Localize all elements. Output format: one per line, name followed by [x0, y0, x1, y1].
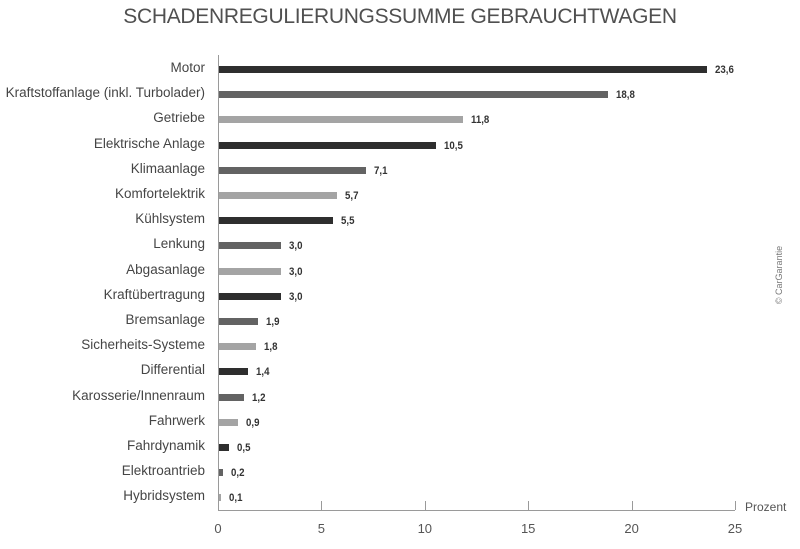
category-label: Differential [140, 362, 205, 378]
bar-value-label: 1,2 [251, 391, 266, 404]
bar-value-label: 3,0 [289, 265, 303, 278]
category-label: Abgasanlage [126, 261, 205, 277]
category-label: Motor [170, 60, 205, 75]
bar-value-label: 1,8 [264, 341, 278, 354]
category-label: Sicherheits-Systeme [81, 337, 205, 353]
x-axis-unit-label: Prozent [745, 500, 787, 514]
x-tick-mark [631, 501, 633, 510]
bar-value-label: 10,5 [444, 139, 463, 152]
bar [219, 418, 238, 426]
bar-value-label: 0,1 [229, 492, 243, 505]
category-label: Fahrwerk [148, 412, 205, 428]
bar [219, 368, 248, 376]
bar [219, 494, 222, 502]
bar [219, 192, 337, 199]
bar [219, 166, 366, 174]
category-label: Klimaanlage [130, 160, 205, 176]
x-tick-mark [735, 501, 736, 510]
bar-value-label: 5,7 [344, 190, 359, 202]
category-label: Fahrdynamik [126, 438, 205, 453]
category-label: Elektroantrieb [121, 463, 205, 479]
bar [219, 141, 437, 149]
category-label: Kraftstoffanlage (inkl. Turbolader) [5, 85, 205, 101]
bar [219, 91, 608, 99]
category-label: Elektrische Anlage [93, 135, 205, 151]
bar [219, 66, 708, 73]
x-axis-line [218, 510, 735, 511]
bar [219, 242, 282, 250]
category-label: Hybridsystem [123, 488, 205, 504]
x-tick-label: 25 [727, 521, 743, 536]
bar [219, 393, 244, 401]
x-tick-label: 10 [417, 521, 433, 536]
category-label: Karosserie/Innenraum [72, 387, 205, 403]
bar-value-label: 23,6 [715, 64, 734, 76]
bar-value-label: 1,4 [255, 366, 270, 379]
x-tick-mark [321, 501, 323, 510]
y-axis-line [218, 55, 219, 511]
category-label: Komfortelektrik [114, 186, 205, 201]
x-tick-label: 0 [214, 521, 222, 536]
bar-value-label: 11,8 [471, 114, 490, 127]
x-tick-mark [424, 501, 426, 510]
bar-value-label: 3,0 [289, 290, 303, 303]
bar-value-label: 3,0 [289, 240, 303, 253]
bar [219, 116, 464, 124]
bar [219, 292, 282, 300]
bar-value-label: 0,9 [245, 416, 260, 429]
bar-value-label: 5,5 [340, 215, 355, 228]
bar [219, 343, 257, 351]
bar [219, 444, 230, 451]
bar-value-label: 0,5 [237, 442, 251, 454]
x-tick-label: 5 [317, 521, 326, 536]
x-tick-mark [528, 501, 530, 510]
bar-value-label: 0,2 [231, 467, 245, 480]
bar-value-label: 1,9 [266, 316, 280, 328]
x-tick-label: 15 [520, 521, 536, 536]
bar [219, 469, 224, 477]
category-label: Kühlsystem [135, 211, 205, 227]
chart-title: SCHADENREGULIERUNGSSUMME GEBRAUCHTWAGEN [123, 5, 677, 28]
category-label: Bremsanlage [125, 312, 205, 327]
x-tick-label: 20 [624, 521, 639, 536]
bar [219, 217, 333, 225]
copyright-notice: © CarGarantie [774, 245, 784, 305]
bar [219, 267, 282, 275]
category-label: Lenkung [153, 236, 205, 252]
bar [219, 318, 259, 325]
category-label: Kraftübertragung [103, 286, 205, 302]
bar-value-label: 18,8 [615, 89, 635, 102]
category-label: Getriebe [153, 110, 205, 126]
bar-value-label: 7,1 [373, 164, 388, 177]
